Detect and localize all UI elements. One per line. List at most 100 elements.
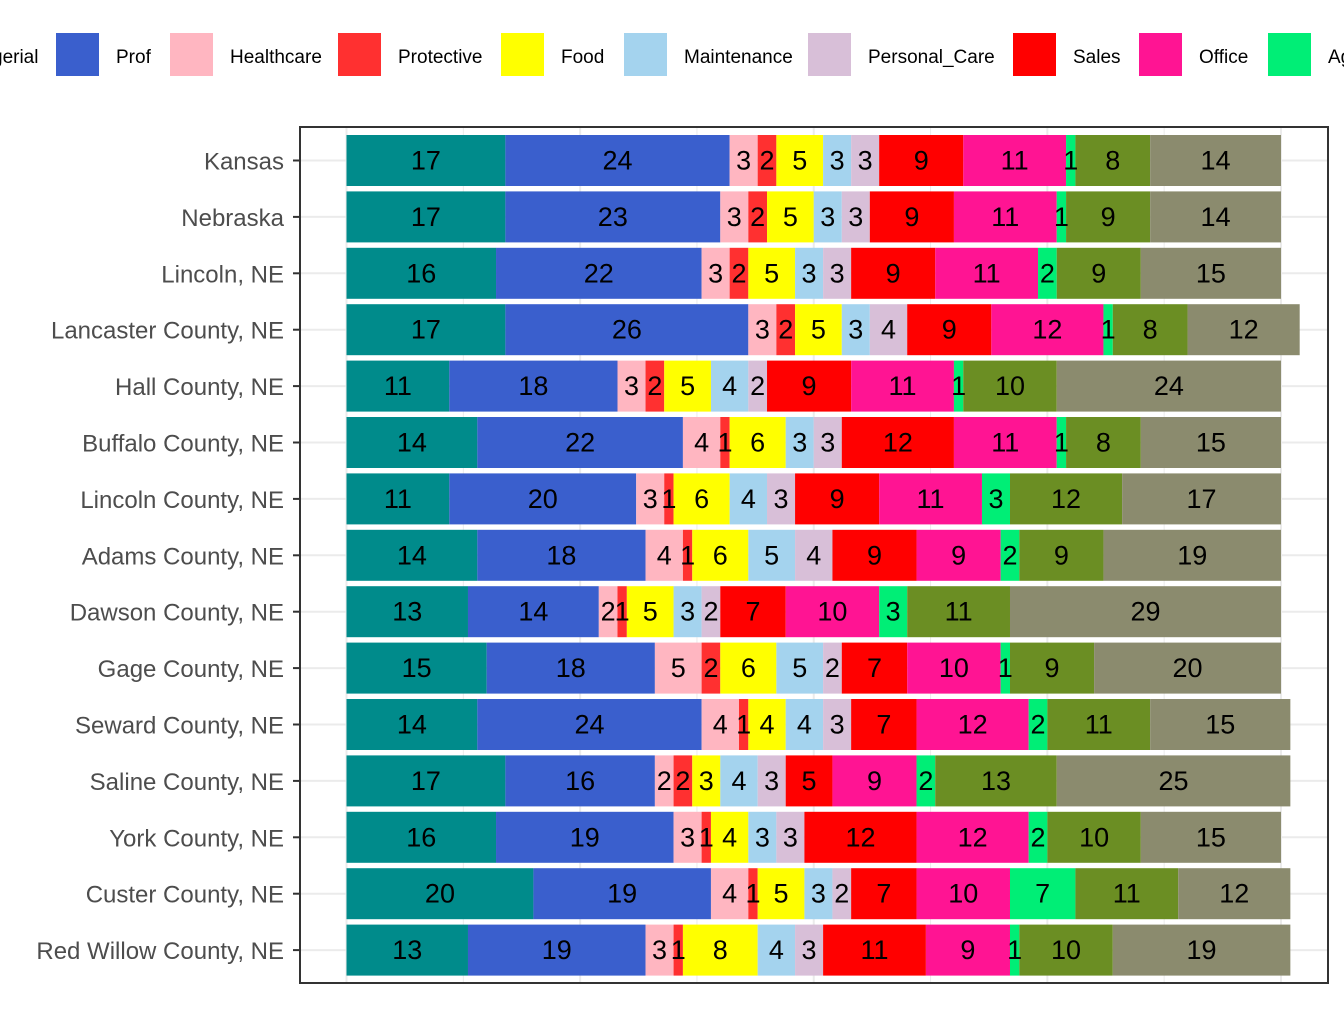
data-label-red-willow-county-ne-personal-care: 3 bbox=[802, 935, 817, 965]
bar-lancaster-county-ne-sales bbox=[907, 304, 992, 356]
data-label-kansas-sales: 9 bbox=[914, 146, 929, 176]
data-label-adams-county-ne-sales: 9 bbox=[867, 540, 882, 570]
bar-york-county-ne-ag bbox=[1028, 811, 1048, 863]
data-label-custer-county-ne-office: 10 bbox=[948, 879, 978, 909]
bar-dawson-county-ne-prof bbox=[467, 586, 599, 638]
bar-lincoln-county-ne-maintenance bbox=[729, 473, 768, 525]
data-label-buffalo-county-ne-prof: 22 bbox=[565, 428, 595, 458]
data-label-buffalo-county-ne-personal-care: 3 bbox=[820, 428, 835, 458]
data-label-seward-county-ne-personal-care: 3 bbox=[830, 710, 845, 740]
data-label-adams-county-ne-protective: 1 bbox=[680, 540, 695, 570]
legend-key-office bbox=[1139, 33, 1182, 76]
data-label-kansas-healthcare: 3 bbox=[736, 146, 751, 176]
data-label-lincoln-county-ne-sales: 9 bbox=[830, 484, 845, 514]
bar-nebraska-construction bbox=[1066, 191, 1151, 243]
data-label-adams-county-ne-managerial: 14 bbox=[397, 540, 427, 570]
bar-gage-county-ne-ag bbox=[1000, 642, 1010, 694]
bar-lincoln-county-ne-prof bbox=[449, 473, 637, 525]
data-label-buffalo-county-ne-construction: 8 bbox=[1096, 428, 1111, 458]
bar-gage-county-ne-maintenance bbox=[776, 642, 824, 694]
bar-custer-county-ne-ag bbox=[1009, 868, 1076, 920]
bar-buffalo-county-ne-healthcare bbox=[682, 417, 721, 468]
data-label-dawson-county-ne-ag: 3 bbox=[886, 597, 901, 627]
data-label-seward-county-ne-healthcare: 4 bbox=[713, 710, 728, 740]
data-label-nebraska-office: 11 bbox=[991, 202, 1019, 232]
data-label-gage-county-ne-protective: 2 bbox=[703, 653, 718, 683]
bar-red-willow-county-ne-protective bbox=[673, 924, 683, 976]
bar-gage-county-ne-food bbox=[720, 642, 777, 694]
data-label-york-county-ne-maintenance: 3 bbox=[755, 822, 770, 852]
data-label-lincoln-ne-construction: 9 bbox=[1091, 258, 1106, 288]
bar-york-county-ne-food bbox=[710, 811, 749, 863]
bar-seward-county-ne-office bbox=[916, 699, 1029, 750]
bar-lincoln-county-ne-sales bbox=[795, 473, 880, 525]
bar-custer-county-ne-managerial bbox=[346, 868, 534, 920]
bar-nebraska-food bbox=[767, 191, 814, 243]
data-label-red-willow-county-ne-managerial: 13 bbox=[392, 935, 422, 965]
data-label-adams-county-ne-production: 19 bbox=[1177, 540, 1207, 570]
bar-red-willow-county-ne-healthcare bbox=[645, 924, 674, 976]
bar-gage-county-ne-personal-care bbox=[823, 642, 842, 694]
data-label-dawson-county-ne-production: 29 bbox=[1130, 597, 1160, 627]
bar-nebraska-office bbox=[953, 191, 1057, 243]
data-label-seward-county-ne-production: 15 bbox=[1205, 710, 1235, 740]
bar-lincoln-county-ne-food bbox=[673, 473, 730, 525]
data-label-kansas-protective: 2 bbox=[760, 146, 775, 176]
data-label-custer-county-ne-personal-care: 2 bbox=[834, 879, 849, 909]
bar-saline-county-ne-healthcare bbox=[654, 755, 674, 807]
data-label-hall-county-ne-personal-care: 2 bbox=[750, 371, 765, 401]
data-label-custer-county-ne-food: 5 bbox=[774, 879, 789, 909]
bar-saline-county-ne-production bbox=[1056, 755, 1291, 807]
bar-york-county-ne-construction bbox=[1047, 811, 1141, 863]
bar-buffalo-county-ne-protective bbox=[720, 417, 730, 468]
data-label-custer-county-ne-protective: 1 bbox=[745, 879, 760, 909]
legend-key-sales bbox=[1013, 33, 1056, 76]
bar-adams-county-ne-managerial bbox=[346, 529, 478, 581]
bar-lincoln-county-ne-personal-care bbox=[767, 473, 796, 525]
data-label-kansas-food: 5 bbox=[792, 146, 807, 176]
bar-gage-county-ne-prof bbox=[486, 642, 655, 694]
bar-adams-county-ne-production bbox=[1103, 529, 1281, 581]
y-tick-label-saline-county-ne: Saline County, NE bbox=[90, 769, 284, 796]
data-label-lancaster-county-ne-healthcare: 3 bbox=[755, 315, 770, 345]
data-label-lincoln-ne-prof: 22 bbox=[584, 258, 614, 288]
data-label-seward-county-ne-ag: 2 bbox=[1031, 710, 1046, 740]
bar-seward-county-ne-ag bbox=[1028, 699, 1048, 750]
data-label-lincoln-ne-maintenance: 3 bbox=[802, 258, 817, 288]
data-label-seward-county-ne-construction: 11 bbox=[1085, 710, 1113, 740]
bar-hall-county-ne-healthcare bbox=[617, 360, 646, 412]
data-label-gage-county-ne-healthcare: 5 bbox=[671, 653, 686, 683]
data-label-red-willow-county-ne-maintenance: 4 bbox=[769, 935, 784, 965]
bar-red-willow-county-ne-maintenance bbox=[757, 924, 796, 976]
bar-saline-county-ne-managerial bbox=[346, 755, 506, 807]
bar-seward-county-ne-managerial bbox=[346, 699, 478, 750]
bar-lancaster-county-ne-ag bbox=[1103, 304, 1113, 356]
bar-adams-county-ne-ag bbox=[1000, 529, 1020, 581]
legend-label-personal-care: Personal_Care bbox=[868, 47, 995, 68]
bar-adams-county-ne-personal-care bbox=[795, 529, 833, 581]
data-label-kansas-office: 11 bbox=[1001, 146, 1029, 176]
data-label-york-county-ne-managerial: 16 bbox=[406, 822, 436, 852]
data-label-lincoln-county-ne-ag: 3 bbox=[988, 484, 1003, 514]
data-label-adams-county-ne-maintenance: 5 bbox=[764, 540, 779, 570]
bar-kansas-maintenance bbox=[823, 135, 852, 186]
bar-buffalo-county-ne-ag bbox=[1056, 417, 1067, 468]
bar-buffalo-county-ne-production bbox=[1140, 417, 1281, 468]
data-label-custer-county-ne-production: 12 bbox=[1219, 879, 1249, 909]
y-tick-label-gage-county-ne: Gage County, NE bbox=[98, 656, 284, 683]
legend-label-maintenance: Maintenance bbox=[684, 47, 793, 68]
bar-lincoln-ne-prof bbox=[496, 247, 702, 299]
bar-nebraska-production bbox=[1150, 191, 1281, 243]
data-label-york-county-ne-ag: 2 bbox=[1031, 822, 1046, 852]
data-label-lincoln-county-ne-construction: 12 bbox=[1051, 484, 1081, 514]
data-label-seward-county-ne-office: 12 bbox=[958, 710, 988, 740]
data-label-seward-county-ne-prof: 24 bbox=[574, 710, 604, 740]
bar-red-willow-county-ne-office bbox=[925, 924, 1010, 976]
bar-lancaster-county-ne-food bbox=[795, 304, 842, 356]
data-label-lincoln-ne-ag: 2 bbox=[1040, 258, 1055, 288]
data-label-custer-county-ne-construction: 11 bbox=[1113, 879, 1141, 909]
bar-lincoln-ne-managerial bbox=[346, 247, 497, 299]
bar-saline-county-ne-personal-care bbox=[757, 755, 786, 807]
data-label-gage-county-ne-production: 20 bbox=[1173, 653, 1203, 683]
data-label-lincoln-county-ne-production: 17 bbox=[1187, 484, 1217, 514]
